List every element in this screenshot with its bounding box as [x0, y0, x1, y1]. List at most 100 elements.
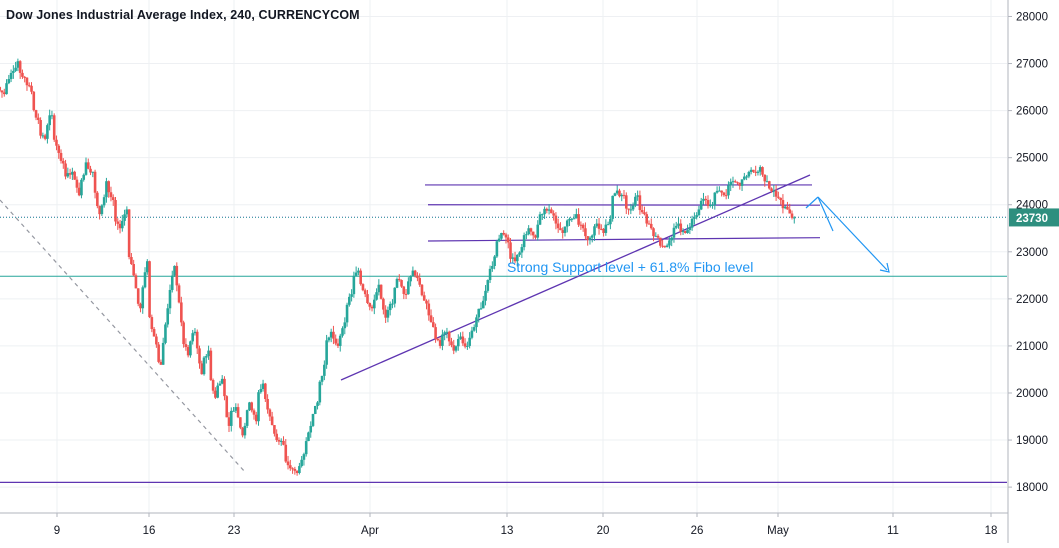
candle-down: [425, 301, 428, 304]
candle-up: [455, 346, 458, 350]
candle-up: [46, 125, 49, 139]
candle-down: [380, 285, 383, 299]
candle-down: [618, 191, 621, 197]
candle-down: [78, 188, 81, 196]
candle-up: [391, 304, 394, 305]
candle-down: [28, 85, 31, 86]
support-annotation: Strong Support level + 61.8% Fibo level: [507, 259, 753, 275]
candle-down: [139, 304, 142, 308]
candle-up: [682, 231, 685, 232]
candle-down: [73, 172, 76, 180]
candle-down: [151, 317, 154, 329]
candle-down: [198, 348, 201, 363]
candle-down: [552, 213, 555, 215]
candle-down: [761, 167, 764, 175]
candle-up: [248, 402, 251, 410]
candle-up: [480, 308, 483, 309]
candle-down: [250, 402, 253, 410]
candle-down: [725, 195, 728, 196]
candle-up: [10, 73, 13, 79]
candle-up: [323, 365, 326, 376]
candle-down: [282, 441, 285, 445]
candle-down: [643, 212, 646, 214]
candle-down: [362, 284, 365, 290]
candle-up: [677, 224, 680, 226]
candle-up: [525, 234, 528, 235]
candle-down: [287, 461, 290, 465]
candle-down: [155, 337, 158, 345]
candle-up: [518, 253, 521, 255]
candle-up: [539, 214, 542, 224]
candle-up: [605, 225, 608, 233]
y-tick-label: 26000: [1016, 106, 1048, 118]
candle-down: [679, 224, 682, 232]
candle-down: [782, 200, 785, 208]
candle-up: [616, 191, 619, 194]
candle-down: [273, 425, 276, 434]
candle-down: [405, 294, 408, 295]
candle-down: [763, 175, 766, 182]
candle-up: [541, 214, 544, 215]
candle-up: [523, 235, 526, 247]
candle-up: [235, 407, 238, 411]
candle-up: [307, 432, 310, 441]
candle-up: [375, 292, 378, 300]
candle-down: [160, 362, 163, 365]
channel-bottom-line: [428, 238, 820, 241]
candle-up: [693, 217, 696, 219]
candle-down: [450, 341, 453, 345]
candle-up: [695, 215, 698, 217]
candle-up: [784, 207, 787, 209]
candle-up: [355, 273, 358, 276]
candle-down: [720, 191, 723, 193]
candle-up: [757, 172, 760, 173]
candle-down: [132, 264, 135, 275]
candle-up: [353, 276, 356, 294]
candle-up: [389, 304, 392, 310]
candle-down: [284, 445, 287, 462]
candle-down: [114, 200, 117, 221]
candle-up: [745, 176, 748, 177]
candle-down: [768, 181, 771, 188]
grid: [0, 0, 1007, 513]
candle-up: [702, 199, 705, 201]
candle-up: [748, 172, 751, 177]
candle-down: [175, 266, 178, 285]
candle-up: [373, 300, 376, 309]
candle-down: [600, 229, 603, 230]
candle-up: [564, 226, 567, 232]
candle-down: [241, 428, 244, 436]
candle-up: [609, 219, 612, 224]
candle-down: [684, 231, 687, 233]
candle-down: [384, 310, 387, 318]
candle-up: [729, 182, 732, 185]
candle-down: [94, 172, 97, 193]
candle-down: [430, 315, 433, 322]
candle-up: [536, 225, 539, 238]
candle-up: [575, 214, 578, 218]
candle-down: [253, 410, 256, 414]
candle-up: [630, 209, 633, 210]
candle-down: [602, 229, 605, 233]
candle-down: [462, 337, 465, 344]
x-tick-label: May: [767, 525, 789, 537]
candle-up: [741, 179, 744, 186]
candle-up: [17, 61, 20, 68]
candle-up: [146, 261, 149, 272]
candle-down: [645, 214, 648, 223]
candle-up: [407, 281, 410, 294]
candle-down: [770, 188, 773, 191]
candle-up: [654, 236, 657, 237]
candle-up: [141, 287, 144, 308]
candle-up: [92, 172, 95, 173]
candle-up: [473, 327, 476, 331]
candle-down: [648, 223, 651, 224]
candle-down: [509, 242, 512, 258]
candle-down: [178, 285, 181, 302]
candle-up: [8, 79, 11, 83]
candle-down: [112, 197, 115, 200]
candle-down: [55, 140, 58, 146]
candle-up: [309, 426, 312, 433]
candle-down: [779, 198, 782, 200]
